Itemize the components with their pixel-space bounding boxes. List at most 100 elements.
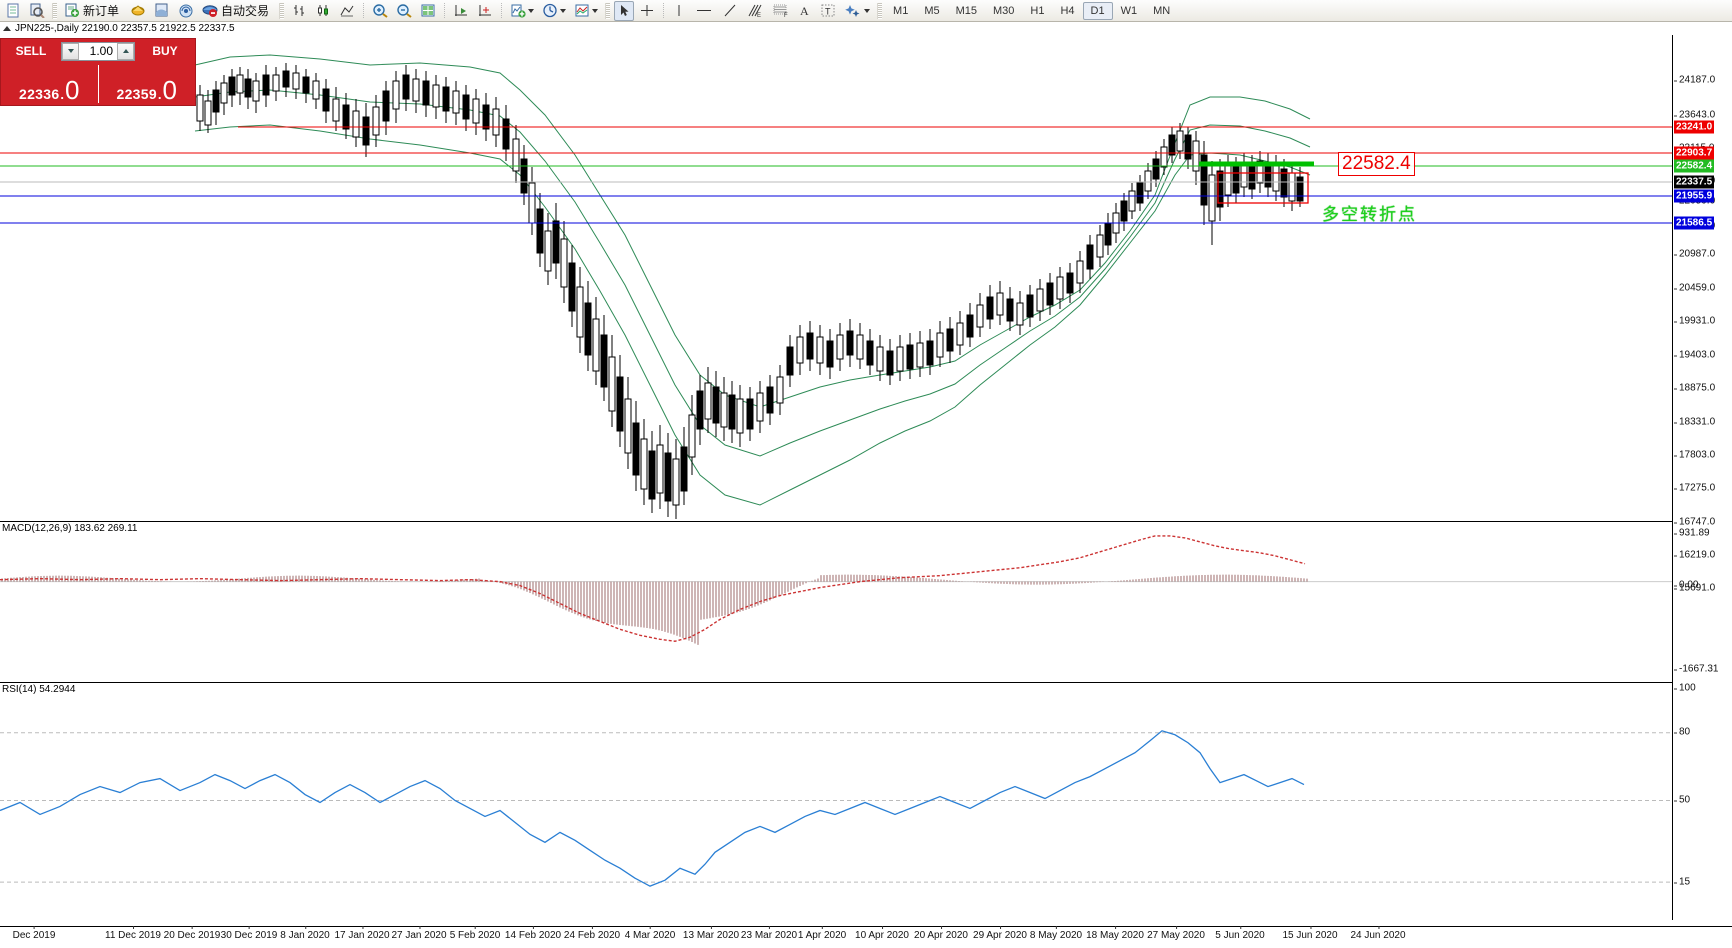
horizontal-line-icon[interactable]	[691, 1, 717, 21]
price-tag-resistance-2[interactable]: 22903.7	[1674, 146, 1715, 160]
one-click-trading-panel[interactable]: SELL 1.00 BUY 22336 . 0 22359 . 0	[0, 38, 196, 106]
auto-scroll-icon[interactable]	[474, 1, 496, 21]
date-label-21: 15 Jun 2020	[1282, 926, 1338, 941]
equidistant-channel-icon[interactable]: E	[743, 1, 767, 21]
timeframe-mn[interactable]: MN	[1153, 4, 1171, 17]
new-order-button[interactable]: 新订单	[61, 1, 125, 21]
timeframe-m5[interactable]: M5	[924, 4, 940, 17]
toolbar-grip-4[interactable]	[877, 2, 883, 19]
date-label-11: 13 Mar 2020	[682, 926, 740, 941]
toolbar-grip[interactable]	[52, 2, 57, 19]
symbol-info-bar: JPN225-,Daily 22190.0 22357.5 21922.5 22…	[0, 22, 1732, 35]
text-icon[interactable]: A	[795, 1, 815, 21]
volume-value[interactable]: 1.00	[89, 44, 113, 58]
candlestick-chart-icon[interactable]	[312, 1, 334, 21]
vertical-line-icon[interactable]	[669, 1, 689, 21]
axis-tick-16747: 16747.0	[1673, 516, 1716, 528]
date-label-3: 30 Dec 2019	[220, 926, 278, 941]
buy-button[interactable]: 22359 . 0	[99, 63, 196, 105]
price-tag-support-1[interactable]: 21955.9	[1674, 189, 1715, 203]
axis-tick-20987: 20987.0	[1673, 248, 1716, 260]
axis-tick-18875: 18875.0	[1673, 382, 1716, 394]
date-label-17: 8 May 2020	[1029, 926, 1083, 941]
tile-windows-icon[interactable]	[417, 1, 439, 21]
chart-area[interactable]: 22582.4 多空转折点 MACD(12,26,9) 183.62 269.1…	[0, 35, 1732, 926]
timeframe-m15[interactable]: M15	[955, 4, 977, 17]
price-tag-green-level[interactable]: 22582.4	[1674, 159, 1715, 173]
sell-price-integer: 22336	[18, 86, 60, 102]
date-axis[interactable]: Dec 2019 11 Dec 2019 20 Dec 2019 30 Dec …	[0, 926, 1732, 948]
price-axis[interactable]: 24187.0 23643.0 23115.0 22587.0 22059.0 …	[1672, 35, 1732, 920]
date-label-7: 5 Feb 2020	[449, 926, 501, 941]
date-label-13: 1 Apr 2020	[797, 926, 847, 941]
toolbar-separator-2	[444, 2, 446, 19]
chart-shift-icon[interactable]	[450, 1, 472, 21]
timeframe-d1[interactable]: D1	[1082, 1, 1113, 20]
crosshair-icon[interactable]	[636, 1, 658, 21]
chevron-down-icon[interactable]	[528, 8, 535, 13]
timeframe-h1[interactable]: H1	[1030, 4, 1045, 17]
zoom-in-icon[interactable]	[369, 1, 391, 21]
volume-decrease-button[interactable]	[62, 42, 79, 60]
date-label-2: 20 Dec 2019	[163, 926, 221, 941]
macd-axis-zero: 0.00	[1673, 579, 1699, 591]
data-window-icon[interactable]	[151, 1, 173, 21]
auto-trading-button[interactable]: 自动交易	[199, 1, 275, 21]
axis-tick-17275: 17275.0	[1673, 482, 1716, 494]
price-chart-svg	[0, 35, 1672, 520]
date-label-1: 11 Dec 2019	[105, 926, 161, 941]
text-label-icon[interactable]: T	[817, 1, 839, 21]
toolbar-separator	[363, 2, 365, 19]
price-annotation-label: 22582.4	[1338, 152, 1415, 176]
timeframe-m30[interactable]: M30	[993, 4, 1015, 17]
date-label-14: 10 Apr 2020	[855, 926, 909, 941]
cursor-icon[interactable]	[614, 0, 635, 21]
toolbar-grip-2[interactable]	[279, 2, 285, 19]
price-tag-resistance-1[interactable]: 23241.0	[1674, 120, 1715, 134]
axis-tick-17803: 17803.0	[1673, 449, 1716, 461]
bar-chart-icon[interactable]	[288, 1, 310, 21]
price-tag-support-2[interactable]: 21586.5	[1674, 216, 1715, 230]
periods-icon[interactable]	[539, 1, 569, 21]
date-label-4: 8 Jan 2020	[280, 926, 330, 941]
signals-icon[interactable]	[175, 1, 197, 21]
chevron-down-icon-3[interactable]	[592, 8, 599, 13]
line-chart-icon[interactable]	[336, 1, 358, 21]
timeframe-m1[interactable]: M1	[893, 4, 909, 17]
fibonacci-icon[interactable]: F	[769, 1, 793, 21]
rsi-title: RSI(14) 54.2944	[2, 684, 76, 695]
chevron-down-icon-4[interactable]	[864, 8, 871, 13]
zoom-out-icon[interactable]	[393, 1, 415, 21]
price-pane[interactable]: 22582.4 多空转折点	[0, 35, 1672, 520]
volume-increase-button[interactable]	[117, 42, 134, 60]
date-label-6: 27 Jan 2020	[391, 926, 447, 941]
shapes-icon[interactable]	[841, 1, 873, 21]
timeframe-h4[interactable]: H4	[1060, 4, 1075, 17]
macd-pane[interactable]: MACD(12,26,9) 183.62 269.11	[0, 521, 1672, 681]
trendline-icon[interactable]	[719, 1, 741, 21]
timeframe-w1[interactable]: W1	[1120, 4, 1138, 17]
sell-button[interactable]: 22336 . 0	[1, 63, 98, 105]
new-chart-icon[interactable]	[3, 1, 24, 21]
rsi-pane[interactable]: RSI(14) 54.2944	[0, 682, 1672, 920]
buy-label[interactable]: BUY	[152, 44, 178, 58]
date-label-18: 18 May 2020	[1086, 926, 1144, 941]
market-watch-icon[interactable]	[26, 1, 48, 21]
templates-icon[interactable]	[571, 1, 601, 21]
expert-advisor-icon[interactable]	[127, 1, 149, 21]
price-tag-last-price[interactable]: 22337.5	[1674, 175, 1715, 189]
indicators-icon[interactable]	[507, 1, 537, 21]
rsi-axis-15: 15	[1673, 876, 1691, 888]
toolbar-grip-3[interactable]	[605, 2, 611, 19]
chevron-down-icon-2[interactable]	[560, 8, 567, 13]
date-label-22: 24 Jun 2020	[1350, 926, 1406, 941]
main-toolbar: 新订单 自动交易	[0, 0, 1732, 22]
toolbar-separator-4	[663, 2, 665, 19]
sell-label[interactable]: SELL	[15, 44, 47, 58]
trade-divider	[97, 65, 99, 103]
collapse-triangle-icon[interactable]	[3, 26, 11, 31]
trade-panel-header: SELL 1.00 BUY	[1, 39, 195, 63]
volume-stepper[interactable]: 1.00	[61, 41, 135, 61]
buy-price-fraction: 0	[162, 75, 178, 105]
svg-text:F: F	[784, 13, 788, 18]
